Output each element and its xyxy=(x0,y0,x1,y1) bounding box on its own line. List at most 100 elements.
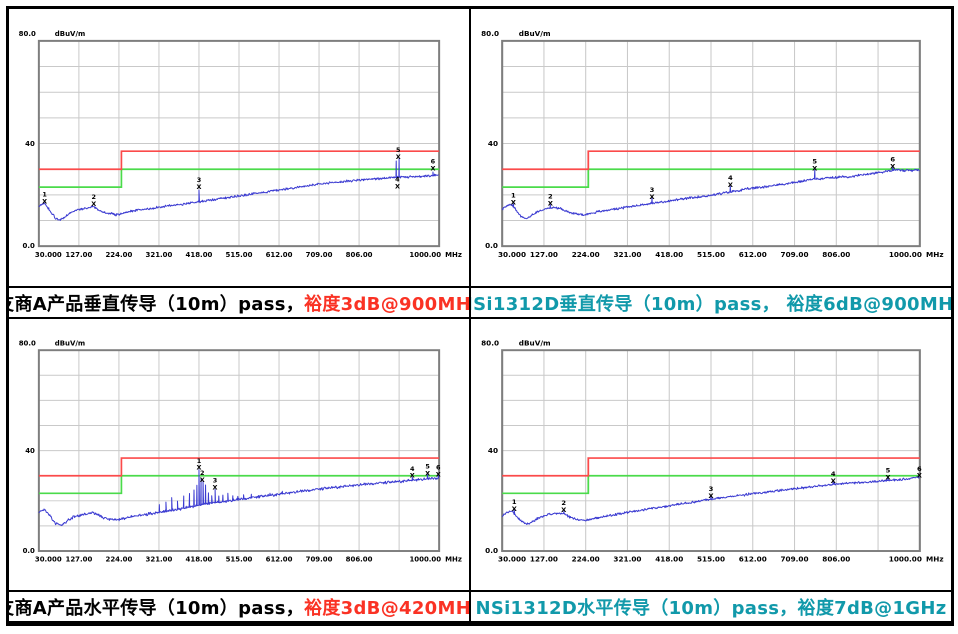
y-max-label: 80.0 xyxy=(19,339,36,347)
x-tick-label: 418.00 xyxy=(655,250,683,259)
marker-x-icon: X xyxy=(196,464,201,472)
limit-line xyxy=(502,457,920,477)
marker-number: 3 xyxy=(213,476,217,484)
x-tick-label: 612.00 xyxy=(266,556,293,564)
marker-x-icon: X xyxy=(728,181,733,189)
marker-number: 3 xyxy=(197,176,202,184)
chart-friend-a-horizontal: 1 X 2 X 3 X 4 X 5 X 6 X 80.0 dBuV/m 40 0.0 30.000 127.00 2… xyxy=(9,319,469,590)
marker-x-icon: X xyxy=(812,165,817,173)
y-mid-label: 40 xyxy=(488,446,498,455)
x-unit-label: MHz xyxy=(445,556,462,564)
x-tick-label: 418.00 xyxy=(186,556,213,564)
x-tick-label: 515.00 xyxy=(697,555,725,564)
y-min-label: 0.0 xyxy=(23,547,36,555)
y-unit-label: dBuV/m xyxy=(55,339,85,347)
y-max-label: 80.0 xyxy=(481,29,499,38)
x-tick-label: 612.00 xyxy=(739,250,767,259)
x-tick-label: 1000.00 xyxy=(889,250,922,259)
marker-x-icon: X xyxy=(436,471,441,479)
y-max-label: 80.0 xyxy=(481,339,499,348)
x-tick-label: 515.00 xyxy=(226,251,253,259)
limit-line xyxy=(502,150,920,171)
x-tick-label: 127.00 xyxy=(530,555,558,564)
margin-line xyxy=(38,168,440,189)
caption-nsi1312d-vertical: NSi1312D垂直传导（10m）pass， 裕度6dB@900MHz xyxy=(469,286,951,319)
x-tick-label: 30.000 xyxy=(35,556,62,564)
x-tick-label: 321.00 xyxy=(145,251,172,259)
marker-number: 2 xyxy=(200,469,205,477)
marker-x-icon: X xyxy=(890,163,895,171)
marker-x-icon: X xyxy=(200,476,205,484)
marker-number: 5 xyxy=(425,463,430,471)
marker-x-icon: X xyxy=(425,470,430,478)
y-min-label: 0.0 xyxy=(485,546,498,555)
x-tick-label: 127.00 xyxy=(65,556,92,564)
caption-text-red: 裕度3dB@900MHz xyxy=(304,293,469,315)
marker-x-icon: X xyxy=(430,165,435,173)
marker-number: 1 xyxy=(197,457,202,465)
marker-x-icon: X xyxy=(561,506,566,514)
marker-number: 6 xyxy=(917,465,922,473)
marker-x-icon: X xyxy=(512,505,517,513)
y-min-label: 0.0 xyxy=(23,242,35,250)
marker-x-icon: X xyxy=(885,474,890,482)
marker-number: 2 xyxy=(561,499,566,507)
x-tick-label: 30.000 xyxy=(498,555,526,564)
y-mid-label: 40 xyxy=(25,140,35,148)
marker-number: 5 xyxy=(812,158,817,166)
x-tick-label: 30.000 xyxy=(498,250,526,259)
marker-x-icon: X xyxy=(917,472,922,480)
caption-text-black: 友商A产品垂直传导（10m）pass， xyxy=(9,293,305,315)
y-mid-label: 40 xyxy=(25,447,35,455)
x-tick-label: 418.00 xyxy=(186,251,213,259)
x-tick-label: 612.00 xyxy=(739,555,767,564)
x-tick-label: 321.00 xyxy=(146,556,173,564)
marker-number: 6 xyxy=(431,158,436,166)
marker-number: 3 xyxy=(650,186,655,194)
x-tick-label: 806.00 xyxy=(346,251,373,259)
caption-text-teal: NSi1312D垂直传导（10m）pass， 裕度6dB@900MHz xyxy=(469,293,951,315)
y-min-label: 0.0 xyxy=(485,241,498,250)
marker-x-icon: X xyxy=(548,200,553,208)
margin-line xyxy=(38,474,440,495)
marker-x-icon: X xyxy=(42,198,47,206)
measurement-trace xyxy=(501,167,920,220)
x-tick-label: 224.00 xyxy=(105,251,132,259)
marker-x-icon: X xyxy=(511,199,516,207)
y-max-label: 80.0 xyxy=(19,30,36,38)
emc-comparison-table: 1 X 2 X 3 X 4 X 5 X 6 X 80.0 dBuV/m 40 0.0 30.000 127.00 2… xyxy=(6,6,954,626)
x-tick-label: 321.00 xyxy=(613,555,641,564)
marker-number: 4 xyxy=(395,176,400,184)
x-tick-label: 321.00 xyxy=(613,250,641,259)
measurement-trace xyxy=(501,475,920,525)
x-tick-label: 1000.00 xyxy=(889,555,922,564)
x-tick-label: 612.00 xyxy=(266,251,293,259)
marker-x-icon: X xyxy=(396,153,401,161)
marker-x-icon: X xyxy=(213,483,218,491)
limit-line xyxy=(38,150,440,171)
x-tick-label: 30.000 xyxy=(35,251,62,259)
marker-number: 5 xyxy=(396,146,401,154)
marker-x-icon: X xyxy=(395,183,400,191)
limit-line xyxy=(38,457,440,477)
margin-line xyxy=(502,168,920,189)
marker-number: 4 xyxy=(728,174,733,182)
marker-x-icon: X xyxy=(196,183,201,191)
x-tick-label: 224.00 xyxy=(572,555,600,564)
caption-text-teal: NSi1312D水平传导（10m）pass，裕度7dB@1GHz xyxy=(475,597,947,619)
marker-x-icon: X xyxy=(91,200,96,208)
x-tick-label: 127.00 xyxy=(65,251,92,259)
y-unit-label: dBuV/m xyxy=(519,29,551,38)
x-tick-label: 418.00 xyxy=(655,555,683,564)
marker-number: 6 xyxy=(890,155,895,163)
margin-line xyxy=(502,474,920,495)
y-unit-label: dBuV/m xyxy=(519,339,551,348)
x-tick-label: 709.00 xyxy=(306,251,333,259)
marker-number: 1 xyxy=(42,191,47,199)
x-tick-label: 709.00 xyxy=(781,250,809,259)
marker-x-icon: X xyxy=(708,492,713,500)
